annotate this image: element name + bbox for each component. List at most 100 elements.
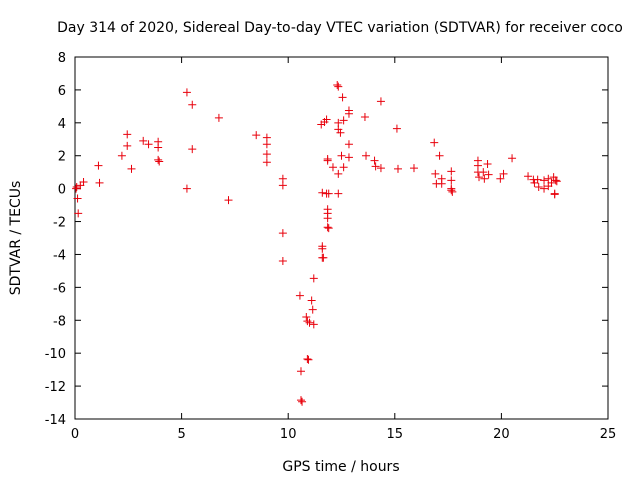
- data-point: [339, 163, 348, 172]
- data-point: [430, 138, 439, 147]
- data-point: [319, 253, 328, 262]
- data-point: [278, 181, 287, 190]
- y-tick-label: -12: [45, 380, 66, 395]
- y-tick-label: 8: [58, 51, 66, 66]
- data-point: [392, 124, 401, 133]
- data-point: [544, 182, 553, 191]
- data-point: [304, 355, 313, 364]
- plot-frame: [74, 56, 609, 420]
- data-point: [154, 143, 163, 152]
- data-point: [302, 312, 311, 321]
- data-point: [534, 182, 543, 191]
- data-point: [117, 151, 126, 160]
- data-point: [480, 174, 489, 183]
- data-point: [318, 244, 327, 253]
- x-tick-label: 10: [280, 427, 297, 442]
- data-point: [72, 182, 81, 191]
- data-point: [344, 153, 353, 162]
- data-point: [333, 80, 342, 89]
- data-point: [154, 155, 163, 164]
- y-tick-label: 0: [58, 183, 66, 198]
- data-point: [309, 274, 318, 283]
- data-point: [296, 367, 305, 376]
- data-point: [437, 179, 446, 188]
- data-point: [362, 151, 371, 160]
- data-point: [323, 156, 332, 165]
- data-point: [295, 291, 304, 300]
- x-tick-label: 15: [387, 427, 404, 442]
- data-point: [323, 214, 332, 223]
- data-point: [508, 154, 517, 163]
- data-point: [182, 184, 191, 193]
- data-point: [339, 116, 348, 125]
- data-point: [376, 164, 385, 173]
- data-point: [322, 115, 331, 124]
- data-point: [547, 178, 556, 187]
- data-point: [552, 177, 561, 186]
- y-tick-label: 4: [58, 117, 66, 132]
- data-point: [324, 189, 333, 198]
- data-point: [484, 170, 493, 179]
- data-point: [262, 158, 271, 167]
- data-point: [76, 181, 85, 190]
- x-axis: 0 5 10 15 20 25: [71, 57, 616, 442]
- data-point: [447, 167, 456, 176]
- data-point: [262, 140, 271, 149]
- data-point: [262, 150, 271, 159]
- y-tick-label: -8: [53, 314, 66, 329]
- y-axis: -14 -12 -10 -8 -6 -4 -2 0 2 4 6 8: [45, 51, 608, 428]
- y-tick-label: 2: [58, 150, 66, 165]
- data-point: [376, 97, 385, 106]
- data-point: [540, 176, 549, 185]
- data-point: [533, 175, 542, 184]
- data-point: [79, 178, 88, 187]
- data-point: [370, 156, 379, 165]
- data-point: [296, 396, 305, 405]
- data-point: [447, 176, 456, 185]
- data-point: [530, 178, 539, 187]
- data-point: [540, 184, 549, 193]
- data-point: [337, 151, 346, 160]
- data-point: [409, 164, 418, 173]
- y-axis-label: SDTVAR / TECUs: [8, 181, 24, 296]
- data-point: [336, 128, 345, 137]
- data-point: [475, 173, 484, 182]
- data-point: [544, 174, 553, 183]
- data-point: [344, 140, 353, 149]
- data-point: [95, 178, 104, 187]
- data-point: [338, 93, 347, 102]
- data-point: [278, 257, 287, 266]
- chart-title: Day 314 of 2020, Sidereal Day-to-day VTE…: [57, 20, 623, 36]
- data-point: [303, 317, 312, 326]
- data-points: [72, 80, 561, 406]
- data-point: [334, 82, 343, 91]
- data-point: [496, 174, 505, 183]
- data-point: [324, 224, 333, 233]
- data-point: [224, 196, 233, 205]
- y-tick-label: -10: [45, 347, 66, 362]
- data-point: [549, 173, 558, 182]
- data-point: [334, 189, 343, 198]
- data-point: [435, 151, 444, 160]
- data-point: [73, 194, 82, 203]
- data-point: [334, 125, 343, 134]
- data-point: [182, 88, 191, 97]
- data-point: [483, 159, 492, 168]
- data-point: [447, 186, 456, 195]
- x-tick-label: 20: [493, 427, 510, 442]
- data-point: [188, 100, 197, 109]
- data-point: [334, 169, 343, 178]
- y-tick-label: 6: [58, 84, 66, 99]
- data-point: [188, 145, 197, 154]
- data-point: [551, 176, 560, 185]
- data-point: [328, 163, 337, 172]
- data-point: [371, 162, 380, 171]
- data-point: [307, 296, 316, 305]
- data-point: [344, 109, 353, 118]
- x-tick-label: 5: [177, 427, 185, 442]
- data-point: [305, 318, 314, 327]
- data-point: [74, 209, 83, 218]
- data-point: [144, 140, 153, 149]
- data-point: [318, 188, 327, 197]
